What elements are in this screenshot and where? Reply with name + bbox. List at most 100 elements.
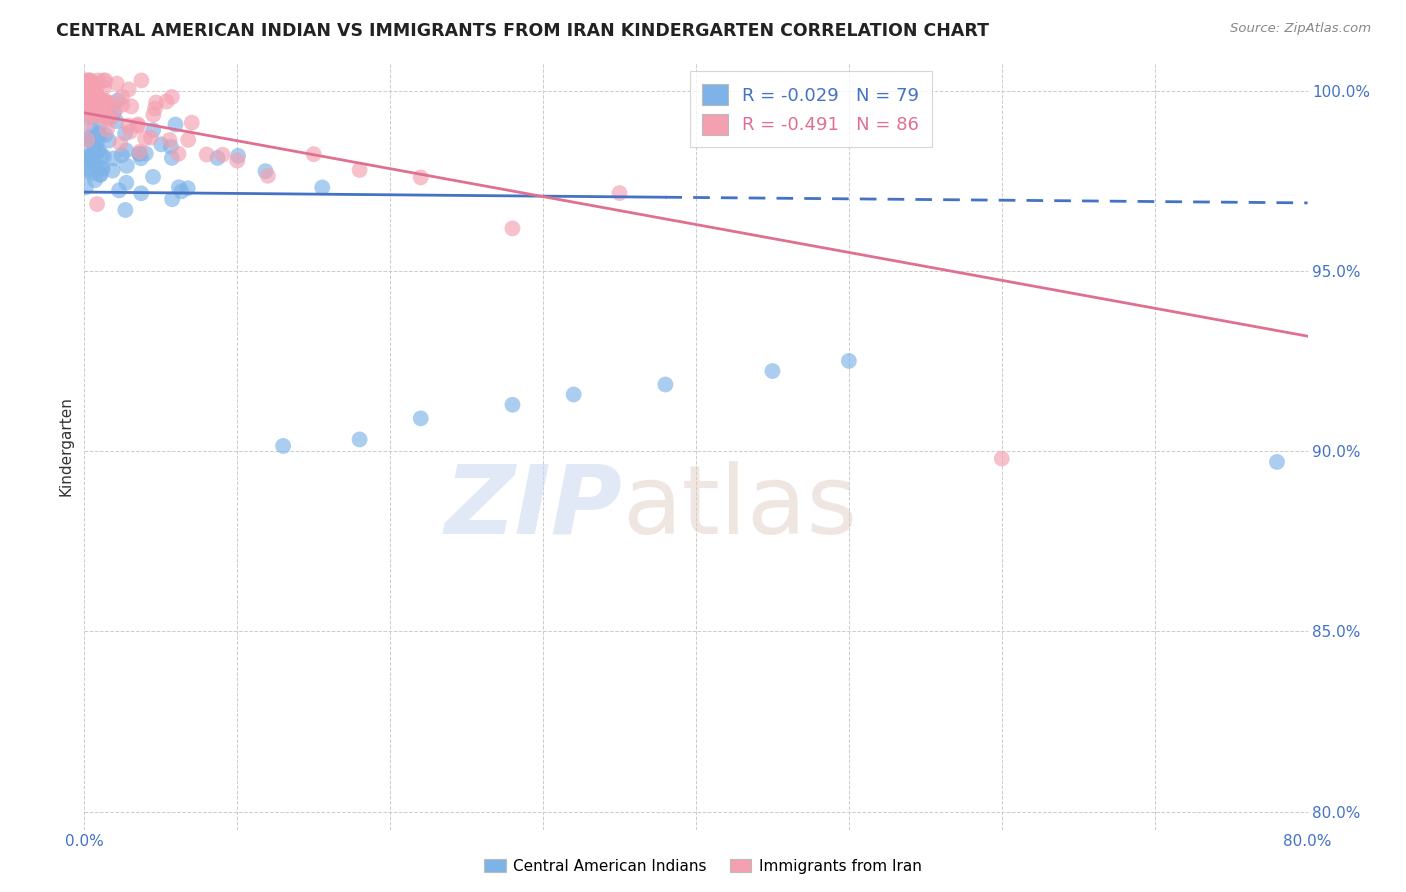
Point (160, 192, 183, 206)
Point (86, 144, 108, 158)
Point (94, 110, 117, 124)
Point (311, 180, 333, 194)
Point (87, 131, 110, 145)
Point (160, 139, 183, 153)
Point (167, 180, 190, 194)
Point (87, 126, 110, 140)
Point (127, 117, 149, 131)
Point (134, 131, 156, 145)
Point (111, 148, 134, 162)
Point (80, 152, 103, 166)
Point (90, 108, 112, 122)
Point (98, 109, 121, 123)
Point (502, 398, 524, 412)
Point (160, 151, 183, 165)
Point (89, 128, 111, 142)
Point (142, 169, 165, 184)
Y-axis label: Kindergarten: Kindergarten (58, 396, 73, 496)
Point (991, 451, 1014, 466)
Point (80, 77, 103, 91)
Point (90, 109, 112, 123)
Point (349, 433, 371, 447)
Point (128, 146, 150, 161)
Point (84, 139, 107, 153)
Text: ZIP: ZIP (444, 461, 623, 554)
Point (103, 105, 125, 120)
Point (142, 123, 165, 137)
Point (145, 95, 167, 110)
Point (75, 103, 97, 118)
Point (111, 90, 134, 104)
Point (349, 163, 371, 178)
Point (128, 145, 150, 159)
Point (115, 144, 138, 158)
Point (80, 109, 103, 123)
Point (180, 116, 202, 130)
Point (75, 94, 97, 108)
Point (83, 156, 105, 170)
Point (176, 181, 198, 195)
Point (76, 73, 98, 87)
Point (75, 161, 97, 176)
Point (82, 79, 104, 94)
Point (98, 95, 121, 110)
Point (562, 387, 585, 401)
Point (83, 92, 105, 106)
Point (89, 118, 111, 132)
Point (84, 173, 107, 187)
Point (117, 119, 139, 133)
Point (271, 439, 294, 453)
Point (97, 110, 120, 124)
Point (838, 354, 860, 368)
Point (89, 168, 111, 182)
Point (108, 183, 131, 197)
Point (131, 73, 153, 87)
Point (79, 73, 101, 87)
Point (91, 161, 114, 176)
Point (94, 98, 117, 112)
Point (177, 133, 200, 147)
Point (110, 136, 132, 151)
Point (93, 80, 115, 95)
Point (114, 126, 136, 140)
Point (77, 85, 100, 99)
Point (79, 99, 101, 113)
Point (104, 103, 127, 117)
Point (143, 102, 166, 116)
Point (79, 73, 101, 87)
Point (96, 95, 118, 110)
Point (77, 81, 100, 95)
Point (86, 197, 108, 211)
Point (75, 111, 97, 125)
Point (609, 186, 631, 200)
Point (80, 167, 103, 181)
Point (211, 147, 233, 161)
Point (115, 159, 138, 173)
Point (94, 73, 117, 87)
Point (83, 134, 105, 148)
Point (93, 149, 115, 163)
Point (79, 87, 101, 102)
Point (207, 151, 229, 165)
Point (165, 118, 187, 132)
Point (86, 142, 108, 156)
Point (79, 135, 101, 149)
Point (118, 82, 141, 96)
Point (654, 377, 676, 392)
Point (76, 133, 98, 147)
Point (195, 147, 218, 161)
Point (93, 73, 115, 87)
Point (90, 148, 112, 162)
Point (139, 130, 162, 145)
Point (226, 153, 249, 168)
Point (160, 90, 183, 104)
Point (111, 97, 134, 112)
Point (77, 149, 100, 163)
Point (150, 137, 173, 152)
Point (761, 364, 783, 378)
Point (302, 147, 325, 161)
Point (77, 98, 100, 112)
Point (89, 144, 111, 158)
Point (257, 169, 280, 183)
Point (84, 108, 107, 122)
